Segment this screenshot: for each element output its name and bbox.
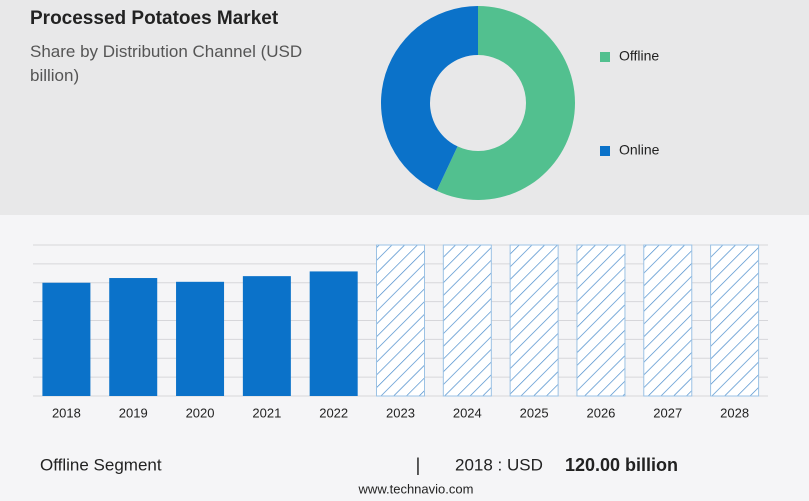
- separator: |: [416, 455, 421, 475]
- x-tick-label: 2024: [453, 405, 482, 420]
- legend-label: Offline: [619, 48, 659, 64]
- x-tick-label: 2027: [653, 405, 682, 420]
- legend-swatch: [600, 146, 610, 156]
- x-tick-label: 2018: [52, 405, 81, 420]
- x-tick-label: 2025: [520, 405, 549, 420]
- chart-subtitle: Share by Distribution Channel (USD billi…: [30, 42, 303, 85]
- forecast-placeholder: [643, 244, 693, 397]
- bar: [109, 278, 158, 396]
- x-tick-label: 2022: [319, 405, 348, 420]
- forecast-placeholder: [442, 244, 492, 397]
- donut-slice: [381, 6, 478, 191]
- x-tick-label: 2021: [252, 405, 281, 420]
- legend-swatch: [600, 52, 610, 62]
- bar: [176, 281, 225, 396]
- bar: [309, 271, 358, 396]
- forecast-placeholder: [376, 244, 425, 397]
- forecast-placeholder: [576, 244, 626, 397]
- footer-segment: Offline Segment: [40, 455, 162, 474]
- forecast-placeholder: [710, 244, 760, 397]
- source: www.technavio.com: [358, 481, 474, 496]
- bar: [42, 282, 91, 396]
- x-tick-label: 2026: [586, 405, 615, 420]
- x-tick-label: 2019: [119, 405, 148, 420]
- legend-label: Online: [619, 142, 660, 158]
- footer-year: 2018 : USD: [455, 455, 543, 474]
- x-tick-label: 2020: [186, 405, 215, 420]
- forecast-placeholder: [509, 244, 559, 397]
- donut-slice: [436, 5, 576, 201]
- chart-title: Processed Potatoes Market: [30, 8, 279, 29]
- x-tick-label: 2023: [386, 405, 415, 420]
- bar: [242, 276, 291, 396]
- x-tick-label: 2028: [720, 405, 749, 420]
- footer-value: 120.00 billion: [565, 455, 678, 475]
